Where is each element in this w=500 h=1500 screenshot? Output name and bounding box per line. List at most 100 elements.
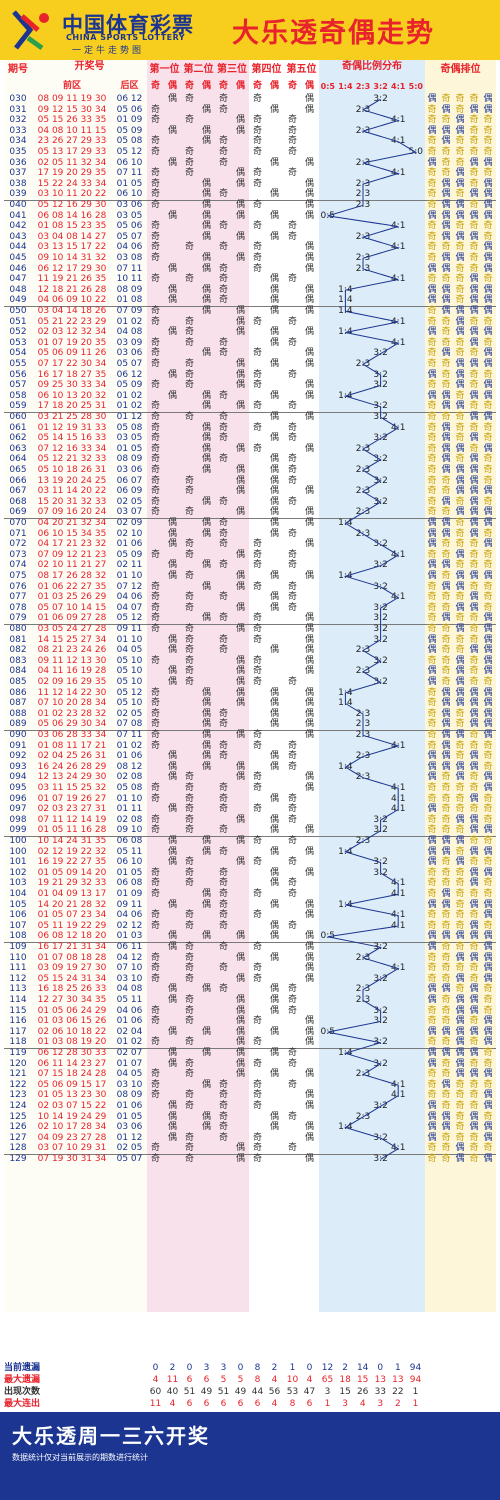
ratio-mark: 3:2	[373, 433, 388, 444]
pos1-mark: 奇	[150, 337, 160, 348]
order-mark: 奇	[483, 274, 493, 285]
order-mark: 奇	[455, 136, 465, 147]
order-mark: 奇	[427, 952, 437, 963]
pos5-mark: 偶	[304, 634, 314, 645]
order-mark: 奇	[427, 1090, 437, 1101]
stats-value: 13	[392, 1375, 404, 1385]
order-mark: 奇	[427, 963, 437, 974]
pos3-mark: 奇	[218, 899, 228, 910]
back-numbers: 05 11	[116, 995, 143, 1005]
table-row: 069 07 09 16 20 24 03 07 奇奇偶偶偶 2:3 奇奇偶偶偶	[4, 507, 496, 518]
order-mark: 偶	[441, 846, 451, 857]
order-mark: 奇	[483, 878, 493, 889]
ratio-mark: 3:2	[373, 1058, 388, 1069]
ratio-mark: 2:3	[355, 443, 371, 454]
issue-number: 100	[9, 836, 27, 846]
order-mark: 奇	[483, 221, 493, 232]
order-mark: 奇	[441, 942, 451, 952]
order-mark: 奇	[441, 963, 451, 974]
stats-value: 2	[271, 1363, 278, 1373]
front-numbers: 02 10 17 28 34	[37, 1122, 107, 1133]
pos4-mark: 偶	[269, 995, 279, 1005]
back-numbers: 06 09	[116, 486, 143, 497]
order-mark: 偶	[427, 571, 437, 581]
pos3-mark: 偶	[235, 814, 245, 825]
table-row: 040 05 12 16 29 30 03 06 奇偶偶奇偶 2:3 奇偶偶奇偶	[4, 200, 496, 211]
pos2-mark: 偶	[201, 687, 211, 698]
pos2-mark: 偶	[201, 231, 211, 242]
order-mark: 偶	[455, 730, 465, 740]
order-mark: 奇	[441, 1037, 451, 1048]
order-mark: 偶	[483, 666, 493, 677]
order-mark: 偶	[469, 761, 479, 772]
header-pos2: 第二位	[183, 64, 214, 75]
front-numbers: 03 10 11 20 22	[37, 189, 107, 200]
stats-value: 0	[377, 1363, 384, 1373]
order-mark: 偶	[441, 200, 451, 210]
pos2-mark: 奇	[184, 1132, 194, 1143]
back-numbers: 06 10	[116, 157, 143, 168]
pos3-mark: 奇	[218, 719, 228, 730]
pos2-mark: 奇	[184, 963, 194, 974]
pos2-mark: 偶	[201, 899, 211, 910]
order-mark: 奇	[469, 783, 479, 793]
ratio-mark: 3:2	[373, 613, 388, 624]
table-row: 067 03 11 14 20 22 06 09 奇奇偶偶偶 2:3 奇奇偶偶偶	[4, 486, 496, 497]
order-mark: 奇	[455, 337, 465, 348]
issue-number: 060	[9, 412, 27, 422]
front-numbers: 03 21 25 28 30	[37, 412, 107, 422]
pos5-mark: 偶	[304, 624, 314, 634]
order-mark: 偶	[483, 284, 493, 295]
pos2-mark: 偶	[201, 984, 211, 995]
pos1-mark: 偶	[167, 295, 177, 306]
order-mark: 奇	[427, 380, 437, 391]
issue-number: 089	[9, 719, 27, 730]
pos1-mark: 奇	[150, 412, 160, 422]
table-row: 118 01 03 08 19 20 01 02 奇奇偶奇偶 3:2 奇奇偶奇偶	[4, 1037, 496, 1048]
issue-number: 036	[9, 157, 27, 168]
order-mark: 偶	[469, 952, 479, 963]
pos4-mark: 奇	[252, 136, 262, 147]
order-mark: 偶	[483, 613, 493, 624]
pos1-mark: 奇	[150, 221, 160, 232]
pos2-mark: 偶	[201, 422, 211, 433]
order-mark: 偶	[441, 401, 451, 412]
order-mark: 偶	[441, 125, 451, 136]
issue-number: 103	[9, 878, 27, 889]
order-mark: 偶	[427, 369, 437, 380]
order-mark: 奇	[483, 549, 493, 560]
pos4-mark: 奇	[252, 973, 262, 984]
pos3-mark: 偶	[235, 931, 245, 942]
ratio-mark: 4:1	[390, 740, 406, 751]
pos1-mark: 偶	[167, 539, 177, 550]
group-divider	[4, 200, 496, 201]
issue-number: 068	[9, 496, 27, 507]
order-mark: 奇	[427, 825, 437, 836]
order-mark: 奇	[455, 942, 465, 952]
pos4-mark: 奇	[252, 401, 262, 412]
pos2-mark: 偶	[201, 433, 211, 444]
order-mark: 偶	[441, 306, 451, 316]
order-mark: 奇	[469, 549, 479, 560]
pos3-mark: 偶	[235, 677, 245, 687]
front-numbers: 01 07 19 20 35	[37, 337, 107, 348]
order-mark: 偶	[483, 899, 493, 910]
front-numbers: 09 12 15 30 34	[37, 104, 107, 115]
pos3-mark: 偶	[235, 952, 245, 963]
pos4-mark: 奇	[252, 624, 262, 634]
front-numbers: 07 10 20 28 34	[37, 698, 107, 709]
order-mark: 奇	[441, 645, 451, 656]
ratio-mark: 2:3	[355, 1069, 371, 1080]
pos4-mark: 偶	[269, 465, 279, 475]
ratio-mark: 2:3	[355, 253, 371, 263]
pos1-mark: 奇	[150, 867, 160, 878]
pos4-mark: 偶	[269, 274, 279, 285]
pos5-mark: 偶	[304, 613, 314, 624]
pos1-mark: 奇	[150, 549, 160, 560]
pos2-mark: 偶	[201, 125, 211, 136]
order-mark: 奇	[483, 337, 493, 348]
pos1-mark: 奇	[150, 443, 160, 454]
front-numbers: 09 25 30 33 34	[37, 380, 107, 391]
back-numbers: 01 09	[116, 115, 143, 126]
order-mark: 奇	[441, 624, 451, 634]
